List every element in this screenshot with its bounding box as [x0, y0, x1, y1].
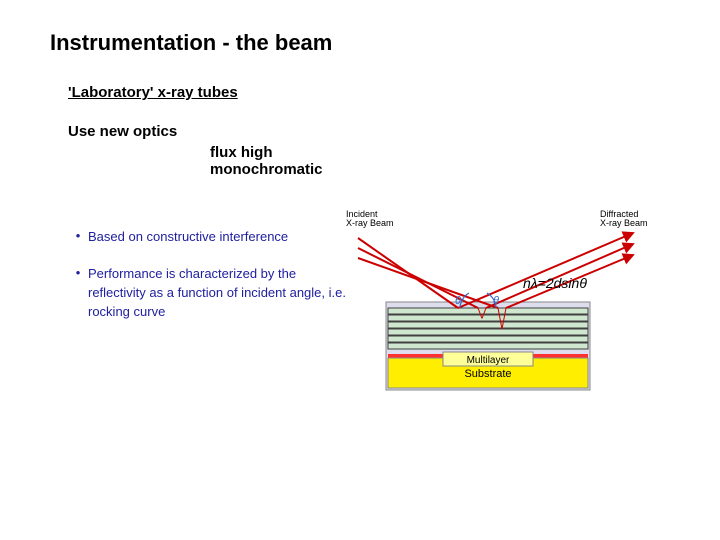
optics-line-1: Use new optics [68, 123, 670, 140]
svg-text:Substrate: Substrate [464, 368, 511, 380]
bullet-marker: • [68, 265, 88, 322]
diffracted-beam-label: DiffractedX-ray Beam [600, 210, 648, 229]
slide-title: Instrumentation - the beam [50, 30, 670, 56]
bullet-list: •Based on constructive interference•Perf… [68, 228, 348, 339]
content-row: •Based on constructive interference•Perf… [68, 228, 670, 408]
optics-line-2: flux high [210, 144, 670, 161]
subtitle: 'Laboratory' x-ray tubes [68, 84, 670, 101]
optics-line-3: monochromatic [210, 161, 670, 178]
svg-text:Multilayer: Multilayer [467, 355, 510, 366]
bullet-item: •Based on constructive interference [68, 228, 348, 247]
bullet-item: •Performance is characterized by the ref… [68, 265, 348, 322]
incident-beam-label: IncidentX-ray Beam [346, 210, 394, 229]
svg-text:nλ=2dsinθ: nλ=2dsinθ [523, 275, 587, 291]
svg-text:θ: θ [493, 295, 499, 307]
svg-text:θ: θ [455, 295, 461, 307]
bullet-marker: • [68, 228, 88, 247]
bullet-text: Performance is characterized by the refl… [88, 265, 348, 322]
multilayer-diagram: θθnλ=2dsinθMultilayerSubstrateIncidentX-… [348, 228, 648, 408]
bullet-text: Based on constructive interference [88, 228, 348, 247]
